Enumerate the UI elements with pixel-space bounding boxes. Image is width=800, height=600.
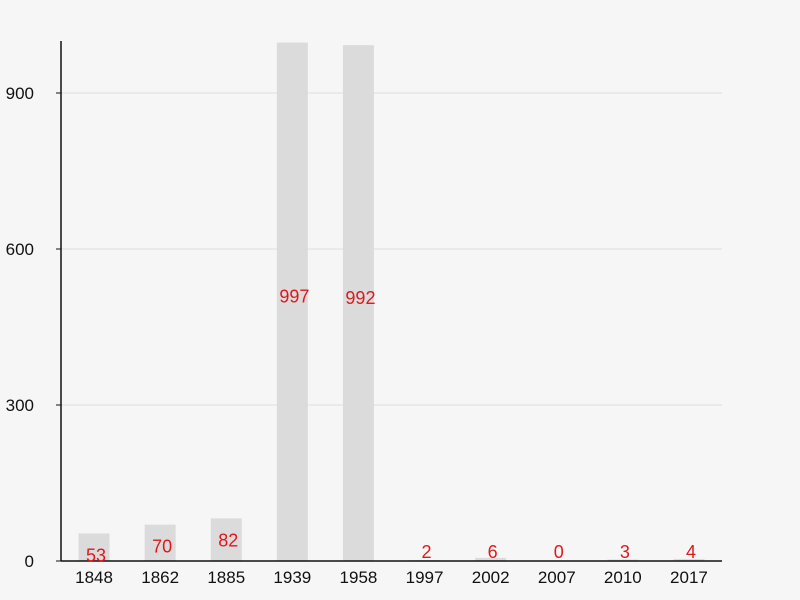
bars	[78, 42, 705, 562]
x-tick-label-1848: 1848	[75, 568, 113, 587]
data-label-1862: 70	[152, 537, 172, 557]
bar-1862	[144, 524, 176, 561]
y-tick-label-0: 0	[25, 552, 34, 571]
x-tick-label-2007: 2007	[538, 568, 576, 587]
x-tick-labels: 1848 1862 1885 1939 1958 1997 2002 2007 2010 2017	[75, 568, 708, 587]
bar-2017	[673, 558, 705, 561]
x-tick-label-1997: 1997	[406, 568, 444, 587]
x-tick-label-2002: 2002	[472, 568, 510, 587]
x-tick-label-1862: 1862	[141, 568, 179, 587]
data-labels: 53 70 82 997 992 2 6 0 3 4	[86, 287, 696, 566]
data-label-1997: 2	[422, 542, 432, 562]
y-tick-labels: 0 300 600 900	[6, 84, 61, 571]
x-tick-label-1939: 1939	[273, 568, 311, 587]
x-tick-label-1885: 1885	[207, 568, 245, 587]
data-label-1939: 997	[279, 287, 309, 307]
data-label-2017: 4	[686, 542, 696, 562]
y-tick-label-300: 300	[6, 396, 34, 415]
data-label-2002: 6	[488, 542, 498, 562]
x-tick-label-2017: 2017	[670, 568, 708, 587]
data-label-1958: 992	[345, 288, 375, 308]
data-label-2007: 0	[554, 542, 564, 562]
bar-2010	[607, 559, 639, 561]
bar-1958	[342, 45, 374, 562]
x-tick-label-1958: 1958	[340, 568, 378, 587]
bar-2002	[475, 557, 507, 561]
bar-1939	[276, 42, 308, 562]
bar-1848	[78, 533, 110, 561]
data-label-2010: 3	[620, 542, 630, 562]
y-tick-label-600: 600	[6, 240, 34, 259]
data-label-1848: 53	[86, 545, 106, 565]
y-tick-label-900: 900	[6, 84, 34, 103]
data-label-1885: 82	[218, 530, 238, 550]
bar-1885	[210, 518, 242, 561]
gridlines	[61, 92, 722, 406]
x-tick-label-2010: 2010	[604, 568, 642, 587]
